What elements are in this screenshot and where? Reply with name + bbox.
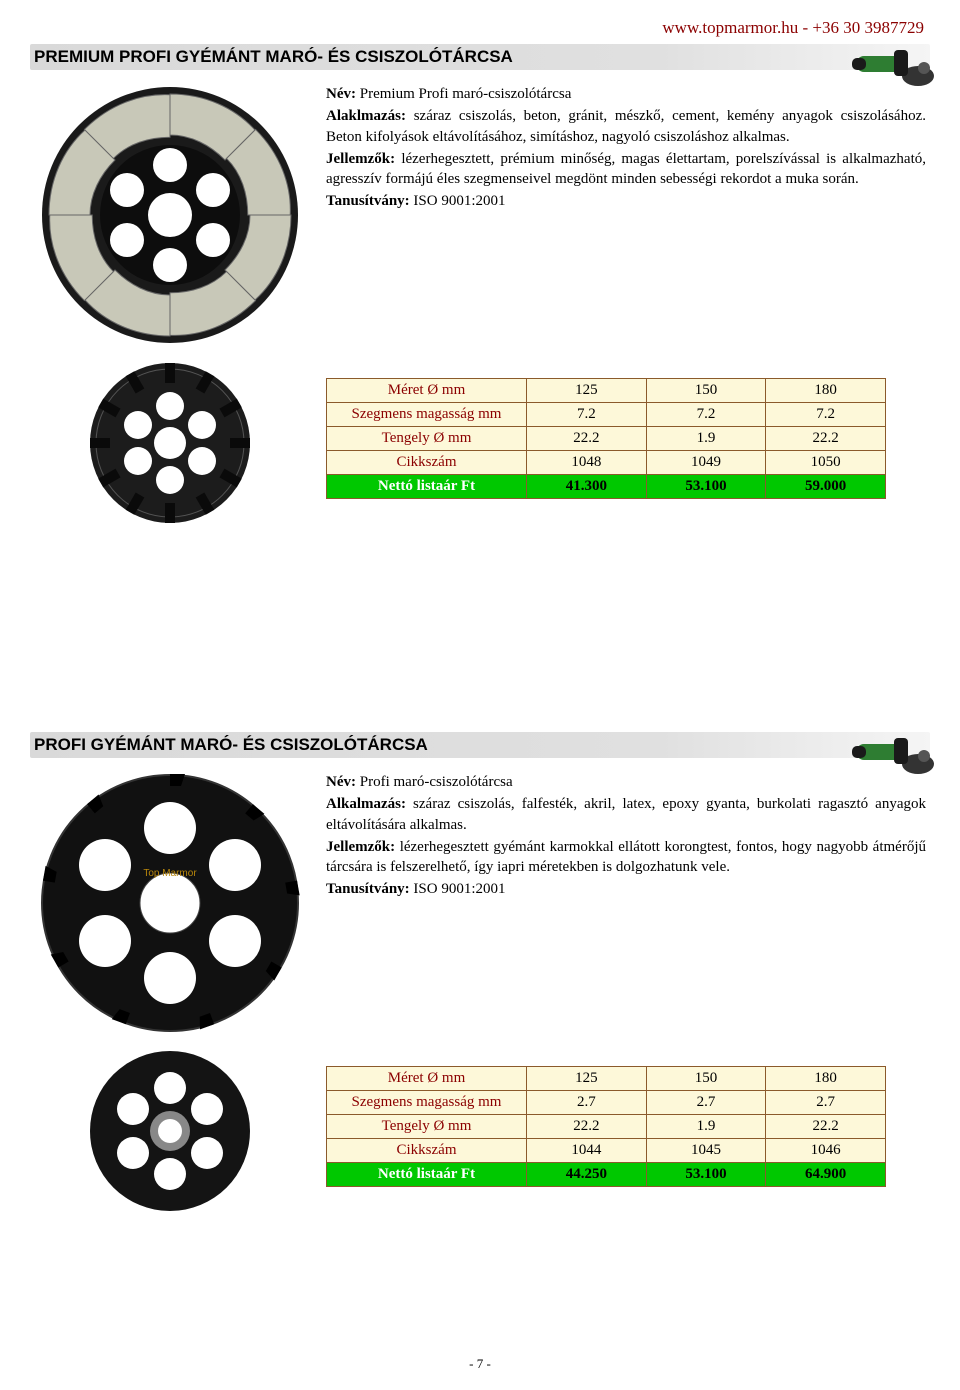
row-value: 7.2 <box>766 403 886 427</box>
table-row: Szegmens magasság mm7.27.27.2 <box>327 403 886 427</box>
row-label: Nettó listaár Ft <box>327 1163 527 1187</box>
row-label: Cikkszám <box>327 1139 527 1163</box>
section1-spec-table: Méret Ø mm125150180Szegmens magasság mm7… <box>326 378 886 499</box>
row-value: 2.7 <box>766 1091 886 1115</box>
section1-title: PREMIUM PROFI GYÉMÁNT MARÓ- ÉS CSISZOLÓT… <box>30 44 930 70</box>
row-value: 1.9 <box>646 427 766 451</box>
section2-title-bar: PROFI GYÉMÁNT MARÓ- ÉS CSISZOLÓTÁRCSA <box>30 732 930 758</box>
row-value: 22.2 <box>766 427 886 451</box>
row-label: Szegmens magasság mm <box>327 403 527 427</box>
section2-title: PROFI GYÉMÁNT MARÓ- ÉS CSISZOLÓTÁRCSA <box>30 732 930 758</box>
nev-value: Premium Profi maró-csiszolótárcsa <box>356 86 571 102</box>
row-label: Cikkszám <box>327 451 527 475</box>
tan-label: Tanusítvány: <box>326 193 410 209</box>
row-label: Nettó listaár Ft <box>327 475 527 499</box>
row-value: 64.900 <box>766 1163 886 1187</box>
row-value: 1044 <box>527 1139 647 1163</box>
row-value: 1049 <box>646 451 766 475</box>
table-row: Méret Ø mm125150180 <box>327 1067 886 1091</box>
alk-value: száraz csiszolás, falfesték, akril, late… <box>326 796 926 832</box>
nev-label: Név: <box>326 774 356 790</box>
section1-main-image <box>30 80 310 350</box>
alk-label: Alaklmazás: <box>326 108 406 124</box>
row-value: 2.7 <box>527 1091 647 1115</box>
row-value: 180 <box>766 1067 886 1091</box>
section1-small-image <box>30 358 310 528</box>
row-label: Tengely Ø mm <box>327 1115 527 1139</box>
tan-value: ISO 9001:2001 <box>410 881 506 897</box>
row-value: 7.2 <box>646 403 766 427</box>
row-value: 41.300 <box>527 475 647 499</box>
site-url[interactable]: www.topmarmor.hu <box>662 18 798 37</box>
section1-title-bar: PREMIUM PROFI GYÉMÁNT MARÓ- ÉS CSISZOLÓT… <box>30 44 930 70</box>
header-sep: - <box>798 18 812 37</box>
table-row: Nettó listaár Ft41.30053.10059.000 <box>327 475 886 499</box>
row-value: 7.2 <box>527 403 647 427</box>
small-cup-wheel-icon <box>85 358 255 528</box>
section1-description: Név: Premium Profi maró-csiszolótárcsa A… <box>326 80 930 350</box>
tan-label: Tanusítvány: <box>326 881 410 897</box>
row-value: 1046 <box>766 1139 886 1163</box>
row-value: 1.9 <box>646 1115 766 1139</box>
pcd-cup-wheel-icon: Top Marmor <box>35 768 305 1038</box>
table-row: Tengely Ø mm22.21.922.2 <box>327 1115 886 1139</box>
section2-description: Név: Profi maró-csiszolótárcsa Alkalmazá… <box>326 768 930 1038</box>
jel-label: Jellemzők: <box>326 151 395 167</box>
alk-value: száraz csiszolás, beton, gránit, mészkő,… <box>326 108 926 144</box>
tan-value: ISO 9001:2001 <box>410 193 506 209</box>
row-value: 22.2 <box>527 427 647 451</box>
small-pcd-wheel-icon <box>85 1046 255 1216</box>
turbo-cup-wheel-icon <box>35 80 305 350</box>
row-value: 1045 <box>646 1139 766 1163</box>
grinder-tool-icon <box>846 726 936 776</box>
alk-label: Alkalmazás: <box>326 796 406 812</box>
row-value: 180 <box>766 379 886 403</box>
row-value: 150 <box>646 379 766 403</box>
table-row: Tengely Ø mm22.21.922.2 <box>327 427 886 451</box>
table-row: Cikkszám104810491050 <box>327 451 886 475</box>
table-row: Méret Ø mm125150180 <box>327 379 886 403</box>
svg-text:Top Marmor: Top Marmor <box>143 868 197 879</box>
row-label: Méret Ø mm <box>327 379 527 403</box>
row-value: 2.7 <box>646 1091 766 1115</box>
table-row: Cikkszám104410451046 <box>327 1139 886 1163</box>
table-row: Nettó listaár Ft44.25053.10064.900 <box>327 1163 886 1187</box>
section2-main-image: Top Marmor <box>30 768 310 1038</box>
phone-number[interactable]: +36 30 3987729 <box>812 18 924 37</box>
section2-product: Top Marmor Név: Profi maró-csiszolótárcs… <box>30 768 930 1038</box>
row-value: 1050 <box>766 451 886 475</box>
row-value: 59.000 <box>766 475 886 499</box>
row-value: 53.100 <box>646 475 766 499</box>
nev-value: Profi maró-csiszolótárcsa <box>356 774 513 790</box>
row-label: Tengely Ø mm <box>327 427 527 451</box>
jel-value: lézerhegesztett, prémium minőség, magas … <box>326 151 926 187</box>
jel-value: lézerhegesztett gyémánt karmokkal elláto… <box>326 839 926 875</box>
nev-label: Név: <box>326 86 356 102</box>
row-label: Szegmens magasság mm <box>327 1091 527 1115</box>
row-value: 53.100 <box>646 1163 766 1187</box>
jel-label: Jellemzők: <box>326 839 395 855</box>
row-value: 125 <box>527 1067 647 1091</box>
header-contact: www.topmarmor.hu - +36 30 3987729 <box>30 18 930 38</box>
row-value: 22.2 <box>766 1115 886 1139</box>
row-value: 44.250 <box>527 1163 647 1187</box>
section1-row2: Méret Ø mm125150180Szegmens magasság mm7… <box>30 358 930 528</box>
row-value: 150 <box>646 1067 766 1091</box>
section1-product: Név: Premium Profi maró-csiszolótárcsa A… <box>30 80 930 350</box>
section2-spec-table: Méret Ø mm125150180Szegmens magasság mm2… <box>326 1066 886 1187</box>
table-row: Szegmens magasság mm2.72.72.7 <box>327 1091 886 1115</box>
row-value: 22.2 <box>527 1115 647 1139</box>
page-number: - 7 - <box>0 1356 960 1372</box>
row-label: Méret Ø mm <box>327 1067 527 1091</box>
row-value: 1048 <box>527 451 647 475</box>
section2-row2: Méret Ø mm125150180Szegmens magasság mm2… <box>30 1046 930 1216</box>
grinder-tool-icon <box>846 38 936 88</box>
row-value: 125 <box>527 379 647 403</box>
section2-small-image <box>30 1046 310 1216</box>
